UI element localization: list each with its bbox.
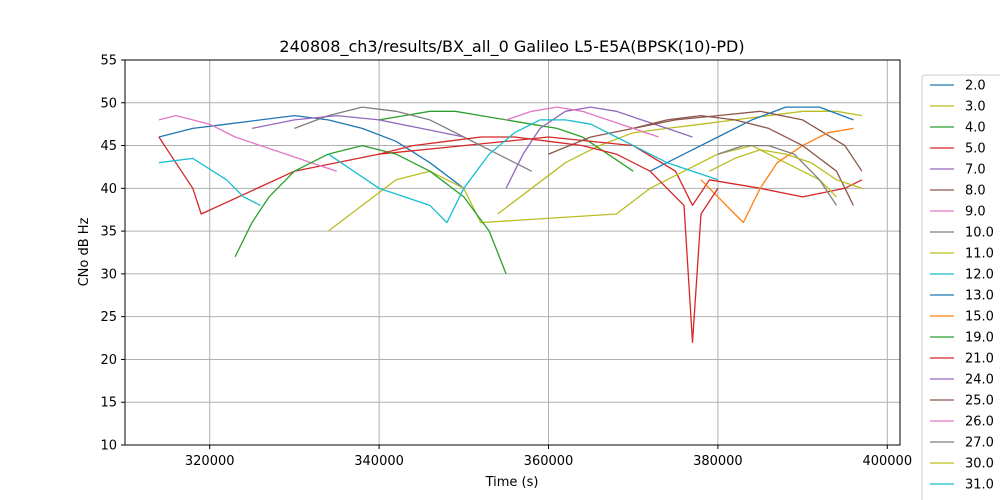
y-tick-label: 35 [100,225,117,240]
y-tick-label: 45 [100,139,117,154]
series-group [158,106,863,343]
legend-entry: 9.0 [965,205,986,220]
y-axis-label: CNo dB Hz [77,217,92,286]
series-line-31-0 [327,119,719,224]
series-line-9-0 [158,114,337,172]
plot-frame [124,59,901,446]
x-tick-label: 400000 [862,454,912,469]
series-line-11-0 [327,144,837,232]
series-line-13-0 [649,106,854,172]
series-line-8-0 [548,110,863,172]
y-tick-label: 20 [100,353,117,368]
x-tick-label: 360000 [524,454,574,469]
legend-entry: 12.0 [965,268,994,283]
series-line-7-0 [505,106,693,189]
legend-entry: 2.0 [965,79,986,94]
legend-entry: 5.0 [965,142,986,157]
legend-entry: 24.0 [965,373,994,388]
series-line-15-0 [700,127,854,224]
series-line-30-0 [709,149,863,189]
chart-title: 240808_ch3/results/BX_all_0 Galileo L5-E… [279,37,744,57]
y-tick-label: 55 [100,54,117,69]
series-line-24-0 [251,114,464,138]
legend-entry: 13.0 [965,289,994,304]
legend-entry: 7.0 [965,163,986,178]
x-tick-label: 320000 [185,454,235,469]
series-line-12-0 [158,157,261,206]
series-line-21-0 [378,136,719,343]
y-tick-label: 50 [100,96,117,111]
legend-entry: 8.0 [965,184,986,199]
series-line-19-0 [234,144,507,275]
legend-entry: 3.0 [965,100,986,115]
legend-entry: 30.0 [965,457,994,472]
legend-entry: 11.0 [965,247,994,262]
series-line-3-0 [497,110,863,215]
y-tick-label: 30 [100,267,117,282]
y-tick-label: 15 [100,396,117,411]
x-axis-label: Time (s) [485,475,539,490]
legend-entry: 15.0 [965,310,994,325]
series-line-26-0 [505,106,659,138]
y-tick-label: 40 [100,182,117,197]
series-line-25-0 [633,114,854,206]
legend: 2.0 3.0 4.0 5.0 7.0 8.0 9.0 10.0 11.0 12.0 13.0 15.… [921,74,1000,500]
legend-entry: 25.0 [965,394,994,409]
legend-entry: 4.0 [965,121,986,136]
y-ticks: 10 15 20 25 30 35 40 45 50 55 [100,54,125,454]
x-tick-label: 340000 [354,454,404,469]
series-line-5-0 [158,136,863,215]
y-tick-label: 10 [100,439,117,454]
legend-entry: 31.0 [965,478,994,493]
legend-entry: 27.0 [965,436,994,451]
y-tick-label: 25 [100,310,117,325]
x-ticks: 320000 340000 360000 380000 400000 [185,445,912,469]
legend-entry: 21.0 [965,352,994,367]
legend-entry: 26.0 [965,415,994,430]
legend-entry: 10.0 [965,226,994,241]
x-tick-label: 380000 [693,454,743,469]
series-line-27-0 [717,144,838,206]
legend-entry: 19.0 [965,331,994,346]
legend-frame [921,74,1000,500]
